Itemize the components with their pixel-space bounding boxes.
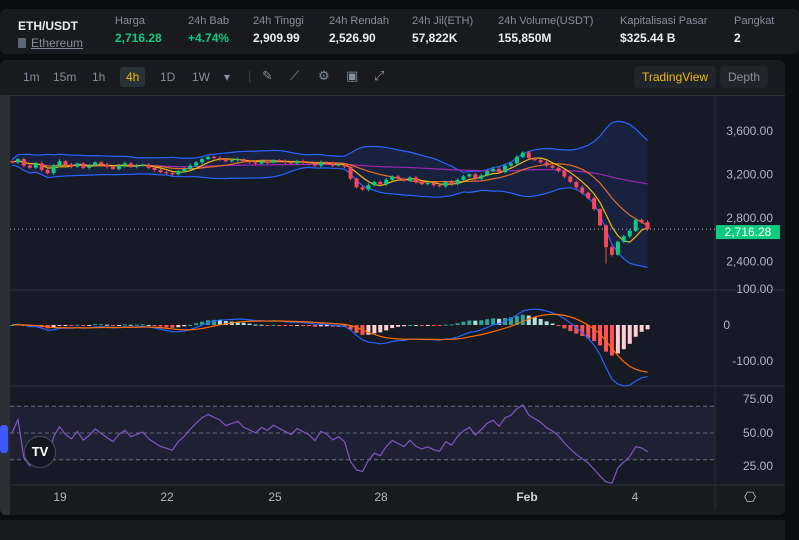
stat-value: 155,850M bbox=[498, 31, 552, 45]
interval-4h[interactable]: 4h bbox=[120, 67, 146, 87]
chart-panel: 1m 15m 1h 4h 1D 1W ▾ | ✎ ⟋ ⚙ ▣ ⤢ TradingView … bbox=[0, 60, 785, 515]
symbol: ETH/USDT bbox=[18, 19, 78, 33]
change-value: 13.05 (+0.48%) bbox=[367, 104, 458, 119]
stat-label: 24h Rendah bbox=[329, 15, 389, 27]
indicators-icon[interactable]: ⟋ bbox=[290, 68, 300, 83]
stat-2: 24h Tinggi 2,909.99 bbox=[253, 15, 304, 45]
high-label: H bbox=[179, 104, 189, 119]
close-label: C bbox=[304, 104, 314, 119]
legend-title: ETHUSDT · 4h bbox=[20, 104, 108, 119]
interval-15m[interactable]: 15m bbox=[53, 70, 77, 84]
settings-gear-icon[interactable]: ⚙ bbox=[318, 68, 330, 83]
stat-3: 24h Rendah 2,526.90 bbox=[329, 15, 389, 45]
coin-name-link[interactable]: Ethereum bbox=[31, 36, 84, 50]
low-value: 2,689.76 bbox=[250, 104, 301, 119]
book-icon bbox=[18, 38, 26, 48]
interval-1m[interactable]: 1m bbox=[23, 70, 40, 84]
stat-value: 57,822K bbox=[412, 31, 458, 45]
stat-label: Kapitalisasi Pasar bbox=[620, 15, 708, 27]
chevron-icon: › bbox=[25, 129, 29, 141]
stat-value: 2,909.99 bbox=[253, 31, 300, 45]
stat-4: 24h Jil(ETH) 57,822K bbox=[412, 15, 473, 45]
stat-value: 2,716.28 bbox=[115, 31, 162, 45]
tradingview-logo[interactable]: TV bbox=[24, 436, 56, 468]
stat-5: 24h Volume(USDT) 155,850M bbox=[498, 15, 593, 45]
stat-label: Harga bbox=[115, 15, 145, 27]
axis-settings-icon[interactable]: ⎔ bbox=[744, 489, 757, 505]
depth-tab[interactable]: Depth bbox=[720, 66, 769, 88]
stat-1: 24h Bab +4.74% bbox=[188, 15, 229, 45]
open-value: 2,703.55 bbox=[124, 104, 176, 119]
bottom-panel bbox=[0, 520, 785, 540]
tradingview-tab[interactable]: TradingView bbox=[634, 66, 717, 88]
interval-1h[interactable]: 1h bbox=[92, 70, 106, 84]
symbol-block: ETH/USDT Ethereum bbox=[18, 15, 83, 50]
ticker-bar: ETH/USDT Ethereum Harga 2,716.28 24h Bab +4… bbox=[0, 9, 799, 54]
low-label: L bbox=[242, 104, 251, 119]
close-value: 2,716.28 bbox=[313, 104, 365, 119]
draw-pen-icon[interactable]: ✎ bbox=[262, 68, 273, 83]
stat-label: 24h Bab bbox=[188, 15, 229, 27]
stat-label: 24h Tinggi bbox=[253, 15, 304, 27]
stat-label: 24h Volume(USDT) bbox=[498, 15, 594, 27]
stat-7: Pangkat 2 bbox=[734, 15, 774, 45]
ohlc-legend: ETHUSDT · 4h O2,703.55 H2,723.21 L2,689.… bbox=[20, 104, 457, 119]
interval-1W[interactable]: 1W bbox=[192, 70, 210, 84]
stat-6: Kapitalisasi Pasar $325.44 B bbox=[620, 15, 707, 45]
left-scrollbar[interactable] bbox=[0, 95, 10, 515]
fullscreen-icon[interactable]: ⤢ bbox=[374, 68, 385, 83]
divider: | bbox=[248, 68, 252, 83]
interval-1D[interactable]: 1D bbox=[160, 70, 176, 84]
high-value: 2,723.21 bbox=[188, 104, 240, 119]
indicators-toggle[interactable]: › 6 bbox=[19, 128, 44, 142]
stat-value: +4.74% bbox=[188, 31, 230, 45]
interval-dropdown-icon[interactable]: ▾ bbox=[224, 70, 231, 84]
collapse-handle[interactable] bbox=[0, 425, 8, 453]
open-label: O bbox=[114, 104, 125, 119]
indicator-count: 6 bbox=[31, 129, 38, 141]
stat-value: 2,526.90 bbox=[329, 31, 376, 45]
stat-value: 2 bbox=[734, 31, 741, 45]
stat-label: 24h Jil(ETH) bbox=[412, 15, 474, 27]
divider bbox=[0, 95, 785, 96]
stat-0: Harga 2,716.28 bbox=[115, 15, 162, 45]
stat-label: Pangkat bbox=[734, 15, 775, 27]
stat-value: $325.44 B bbox=[620, 31, 676, 45]
save-icon[interactable]: ▣ bbox=[346, 68, 359, 83]
